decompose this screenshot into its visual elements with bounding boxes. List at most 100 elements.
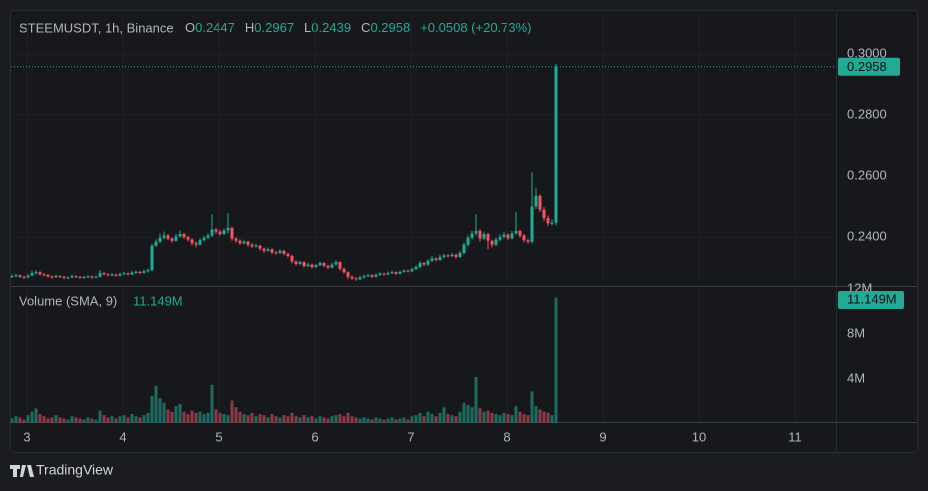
volume-bar	[290, 412, 294, 423]
candle-body	[170, 238, 174, 241]
candle-body	[126, 273, 130, 275]
volume-bar	[238, 411, 242, 423]
volume-bar	[126, 417, 130, 423]
volume-bar	[282, 415, 286, 423]
volume-bar	[330, 416, 334, 423]
volume-bar	[334, 415, 338, 423]
candle-body	[510, 233, 514, 239]
candle-body	[346, 272, 350, 277]
volume-bar	[46, 418, 50, 423]
volume-bar	[298, 417, 302, 423]
volume-bar	[90, 418, 94, 423]
volume-bar	[314, 418, 318, 423]
volume-bar	[306, 417, 310, 423]
volume-bar	[254, 416, 258, 423]
candle-body	[446, 255, 450, 257]
volume-bar	[186, 414, 190, 423]
candle-body	[118, 274, 122, 276]
volume-bar	[38, 414, 42, 423]
volume-bar	[10, 418, 14, 423]
volume-bar	[494, 414, 498, 423]
y-tick-label: 0.2400	[847, 229, 887, 244]
candle-body	[542, 209, 546, 219]
volume-bar	[542, 411, 546, 423]
candle-body	[298, 262, 302, 264]
candle-body	[98, 273, 102, 277]
volume-bar	[94, 419, 98, 423]
candle-body	[54, 275, 58, 278]
candle-body	[58, 275, 62, 277]
candle-body	[478, 230, 482, 239]
volume-bar	[222, 414, 226, 423]
candle-body	[398, 271, 402, 274]
volume-bar	[246, 415, 250, 423]
volume-bar	[394, 419, 398, 423]
volume-bar	[134, 416, 138, 423]
volume-bar	[158, 398, 162, 423]
candle-body	[66, 277, 70, 279]
volume-bar	[346, 412, 350, 423]
candle-body	[382, 273, 386, 275]
candle-body	[162, 235, 166, 238]
volume-bar	[446, 414, 450, 423]
x-tick-label: 10	[692, 429, 706, 444]
candle-body	[266, 249, 270, 251]
volume-bar	[26, 415, 30, 423]
volume-bar	[210, 384, 214, 423]
candle-body	[30, 273, 34, 276]
volume-bar	[434, 416, 438, 423]
candle-body	[434, 258, 438, 260]
candle-body	[534, 195, 538, 207]
candle-body	[326, 265, 330, 268]
volume-bar	[58, 417, 62, 423]
volume-bar	[470, 407, 474, 423]
ohlc-value: 0.2967	[254, 20, 294, 35]
volume-bar	[194, 412, 198, 423]
last-volume-tag	[838, 291, 904, 309]
candle-body	[14, 275, 18, 277]
x-tick-label: 4	[119, 429, 126, 444]
volume-bar	[554, 297, 558, 423]
candle-body	[274, 252, 278, 254]
volume-bar	[390, 417, 394, 423]
candle-body	[250, 244, 254, 247]
volume-bar	[250, 412, 254, 423]
candle-body	[370, 275, 374, 277]
volume-bar	[514, 406, 518, 423]
candle-body	[18, 275, 22, 277]
volume-bar	[258, 414, 262, 423]
candle-body	[102, 273, 106, 275]
candle-body	[338, 262, 342, 269]
volume-bar	[166, 409, 170, 423]
candle-body	[242, 241, 246, 244]
volume-bar	[286, 416, 290, 423]
x-tick-label: 9	[599, 429, 606, 444]
candle-body	[186, 237, 190, 240]
volume-bar	[66, 419, 70, 423]
candle-body	[282, 250, 286, 254]
volume-bar	[266, 417, 270, 423]
candle-body	[210, 229, 214, 236]
candle-body	[450, 254, 454, 257]
volume-bar	[386, 418, 390, 423]
candle-body	[226, 227, 230, 231]
volume-bar	[78, 418, 82, 423]
volume-bar	[402, 417, 406, 423]
volume-bar	[130, 414, 134, 423]
candle-body	[214, 229, 218, 232]
candle-body	[70, 276, 74, 278]
candle-body	[286, 253, 290, 257]
ohlc-label: H	[245, 20, 254, 35]
candle-body	[190, 239, 194, 244]
candle-body	[318, 263, 322, 266]
volume-bar	[230, 400, 234, 423]
candle-body	[178, 234, 182, 237]
volume-bar	[490, 412, 494, 423]
volume-bar	[98, 410, 102, 423]
symbol-title: STEEMUSDT, 1h, Binance	[19, 20, 174, 35]
volume-bar	[42, 416, 46, 423]
candle-body	[202, 237, 206, 241]
x-tick-label: 7	[407, 429, 414, 444]
candle-body	[34, 272, 38, 274]
volume-tick-label: 8M	[847, 325, 865, 340]
